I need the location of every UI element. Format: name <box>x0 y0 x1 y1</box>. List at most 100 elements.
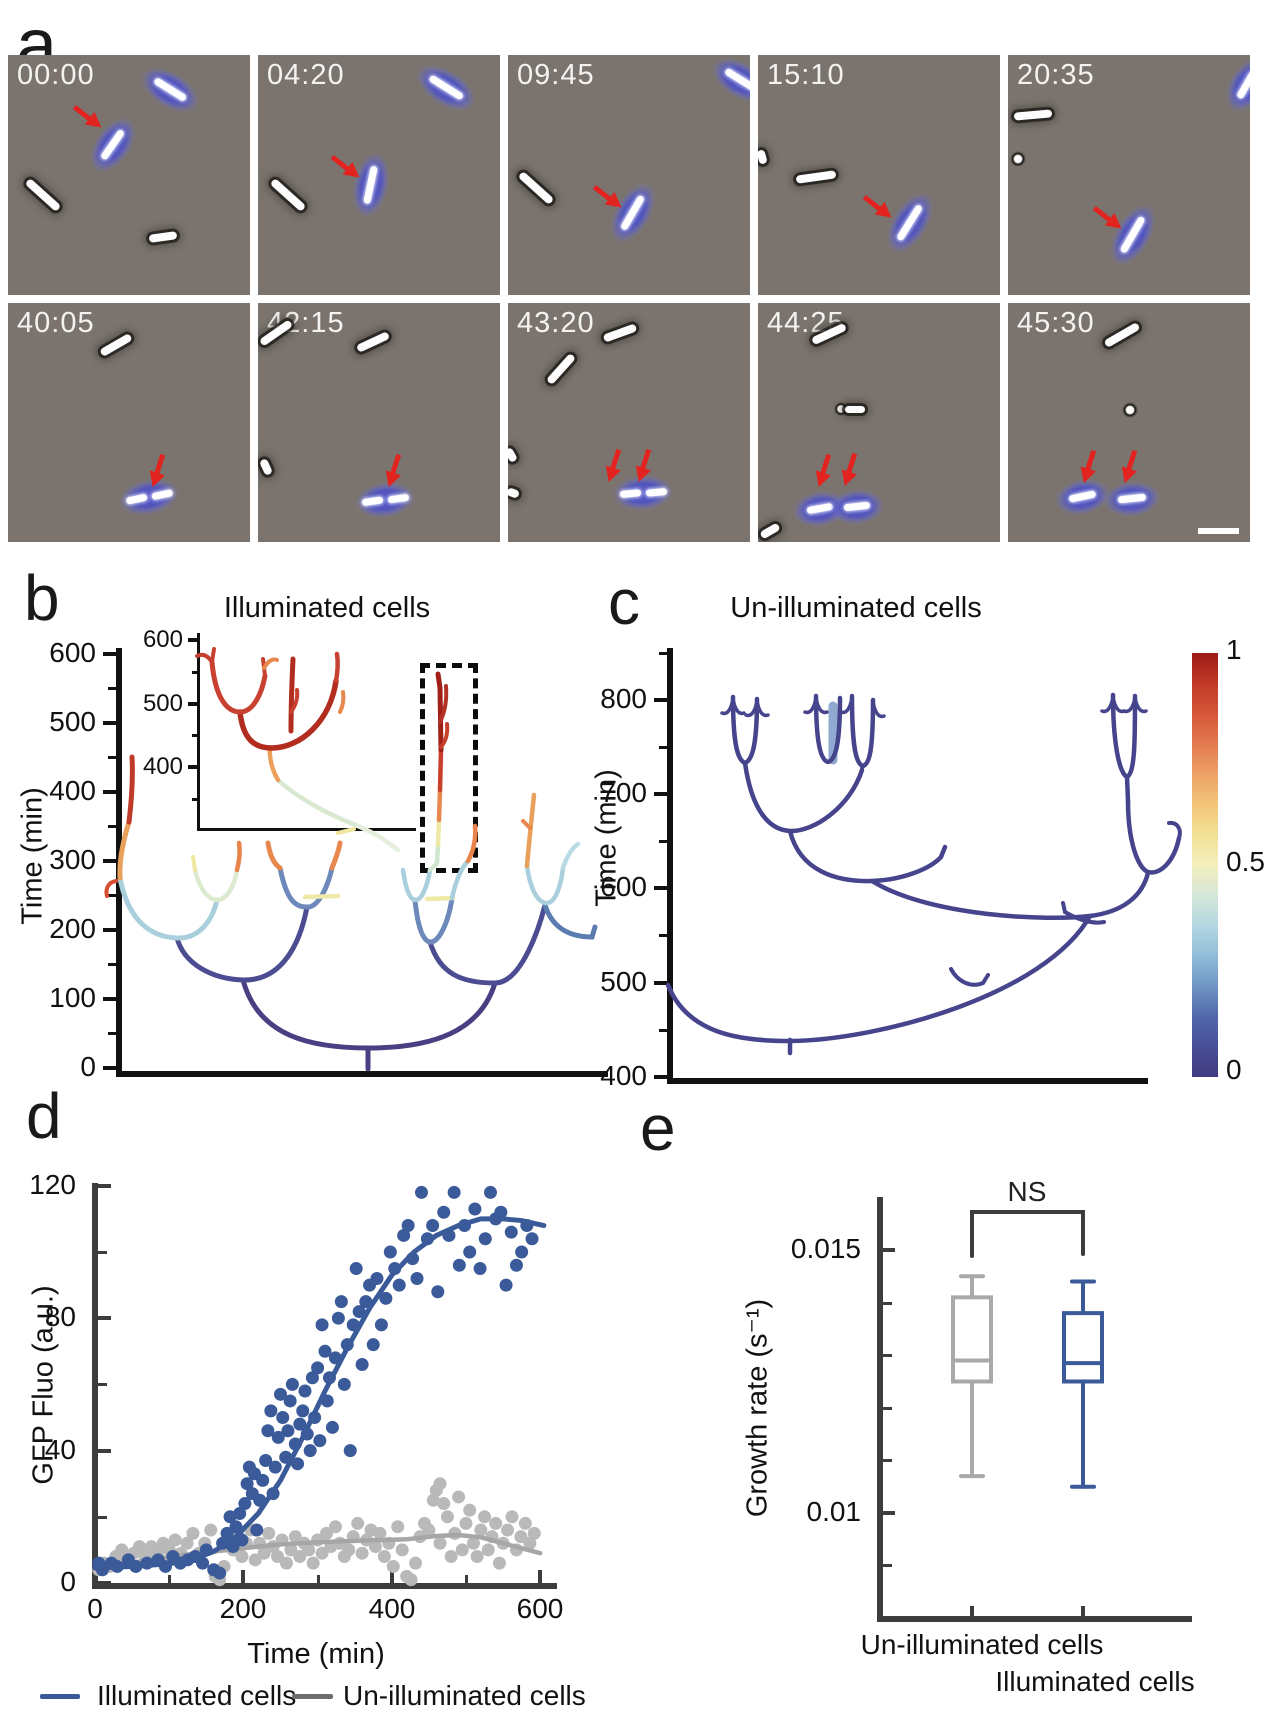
lineage-branch-b <box>424 895 456 902</box>
gray-data-point <box>455 1543 469 1557</box>
blue-fit-curve <box>92 1216 547 1571</box>
dashed-highlight-box <box>420 663 478 873</box>
blue-data-point <box>220 1526 234 1540</box>
gray-data-point <box>444 1550 458 1564</box>
blue-data-point <box>334 1295 348 1309</box>
y-minor-tick <box>108 824 116 828</box>
y-tick-label: 40 <box>44 1434 76 1465</box>
gray-data-point <box>271 1550 285 1564</box>
blue-data-point <box>379 1291 393 1305</box>
blue-data-point <box>281 1424 295 1438</box>
y-tick <box>883 1511 895 1515</box>
lineage-branch-c <box>730 694 760 766</box>
y-tick <box>103 859 116 863</box>
y-axis <box>92 1183 98 1589</box>
y-tick-label: 600 <box>49 637 96 668</box>
panel-b-label: b <box>24 562 60 634</box>
blue-data-point <box>331 1311 345 1325</box>
y-minor-tick <box>108 962 116 966</box>
lineage-branch-c <box>787 828 948 884</box>
frame-timestamp: 04:20 <box>267 59 345 91</box>
gray-data-point <box>437 1497 451 1511</box>
gray-data-point <box>395 1543 409 1557</box>
y-tick <box>188 765 197 769</box>
y-minor-tick <box>883 1458 892 1462</box>
lineage-branch-b <box>117 819 132 881</box>
lineage-branch-b-inset <box>338 690 346 714</box>
lineage-branch-b-inset <box>267 745 281 783</box>
y-axis <box>667 648 673 1081</box>
blue-data-point <box>478 1232 492 1246</box>
x-tick <box>970 1606 974 1616</box>
blue-data-point <box>370 1271 384 1285</box>
panel-e-label: e <box>640 1092 676 1164</box>
lineage-branch-b-inset <box>336 827 356 835</box>
lineage-branch-b-inset <box>209 659 268 715</box>
lineage-branch-b <box>117 875 220 941</box>
lineage-branch-b <box>521 819 532 830</box>
frame-timestamp: 45:30 <box>1017 307 1095 339</box>
gray-data-point <box>514 1530 528 1544</box>
blue-data-point <box>261 1424 275 1438</box>
microscopy-frame: 43:20 <box>508 303 750 542</box>
x-tick-label: 0 <box>87 1593 103 1624</box>
gray-data-point <box>180 1536 194 1550</box>
gray-data-point <box>248 1553 262 1567</box>
y-tick <box>98 1581 111 1585</box>
gray-data-point <box>466 1536 480 1550</box>
y-tick <box>654 792 667 796</box>
lineage-branch-c <box>860 764 865 772</box>
blue-data-point <box>213 1566 227 1580</box>
gray-data-point <box>293 1550 307 1564</box>
lineage-branch-b <box>302 893 341 900</box>
microscopy-frame: 40:05 <box>8 303 250 542</box>
lineage-branch-b <box>240 977 498 1051</box>
x-tick <box>1081 1606 1085 1616</box>
gray-data-point <box>422 1523 436 1537</box>
y-minor-tick <box>192 797 197 801</box>
y-tick-label: 600 <box>600 871 647 902</box>
gray-data-point <box>426 1493 440 1507</box>
legend-line <box>292 1694 333 1699</box>
y-minor-tick <box>192 733 197 737</box>
gray-data-point <box>474 1523 488 1537</box>
y-minor-tick <box>659 1028 667 1032</box>
gray-data-point <box>351 1516 365 1530</box>
gray-data-point <box>452 1490 466 1504</box>
lineage-branch-b-inset <box>262 657 279 670</box>
y-minor-tick <box>659 745 667 749</box>
round-cell <box>1121 401 1139 419</box>
gray-data-point <box>505 1510 519 1524</box>
y-tick <box>98 1449 111 1453</box>
blue-data-point <box>392 1278 406 1292</box>
y-tick-label: 500 <box>600 966 647 997</box>
x-axis <box>877 1616 1192 1622</box>
x-tick <box>538 1570 542 1583</box>
lineage-branch-b <box>542 902 598 940</box>
blue-data-point <box>374 1318 388 1332</box>
blue-data-point <box>494 1205 508 1219</box>
y-tick <box>654 886 667 890</box>
y-tick <box>188 638 197 642</box>
lineage-branch-c <box>1110 692 1138 780</box>
y-minor-tick <box>883 1301 892 1305</box>
lineage-branch-b-inset <box>333 651 340 684</box>
colorbar-label: 0 <box>1226 1054 1242 1085</box>
lineage-branch-b <box>524 863 566 906</box>
lineage-branch-b <box>435 671 444 753</box>
microscopy-frame: 42:15 <box>258 303 500 542</box>
blue-data-point <box>410 1271 424 1285</box>
blue-data-point <box>256 1473 270 1487</box>
legend-label: Illuminated cells <box>97 1680 297 1711</box>
frame-timestamp: 40:05 <box>17 307 95 339</box>
lineage-branch-b-inset <box>210 647 216 664</box>
y-tick-label: 0.015 <box>790 1233 861 1264</box>
lineage-branch-b <box>437 747 444 793</box>
x-tick <box>93 1570 97 1583</box>
gray-data-point <box>377 1550 391 1564</box>
blue-data-point <box>437 1205 451 1219</box>
lineage-branch-c <box>731 697 746 716</box>
blue-data-point <box>285 1377 299 1391</box>
microscopy-frame: 00:00 <box>8 55 250 295</box>
box-x-label: Illuminated cells <box>995 1666 1195 1697</box>
